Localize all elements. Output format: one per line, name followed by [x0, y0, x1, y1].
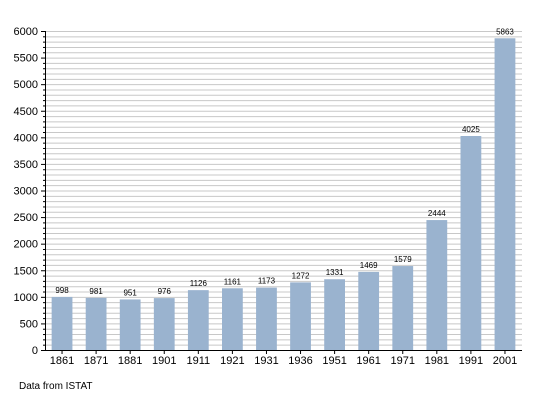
y-tick-label: 1000 [14, 292, 38, 304]
bar [85, 297, 107, 350]
y-tick-label: 2000 [14, 239, 38, 251]
x-tick-label: 1936 [288, 355, 312, 367]
y-tick-labels: 0 500 1000 1500 2000 2500 3000 3500 4000 4500 5000… [14, 26, 38, 357]
bar [187, 290, 209, 350]
bar-data-label: 1579 [394, 255, 412, 264]
bar-data-label: 4025 [462, 125, 480, 134]
bar [153, 298, 175, 350]
grid-lines [45, 31, 522, 346]
x-tick-label: 1871 [84, 355, 108, 367]
data-labels: 998 981 951 976 1126 1161 1173 1272 1331 1469 1579… [55, 27, 514, 297]
y-tick-label: 2500 [14, 212, 38, 224]
bar-data-label: 951 [123, 288, 137, 297]
y-tick-label: 0 [32, 345, 38, 357]
bar [358, 271, 380, 350]
bar [119, 299, 141, 350]
y-tick-label: 3500 [14, 159, 38, 171]
x-tick-label: 1971 [391, 355, 415, 367]
bar-data-label: 1173 [258, 277, 276, 286]
bar [460, 136, 482, 350]
x-tick-label: 1931 [254, 355, 278, 367]
bar [51, 296, 73, 350]
bar [392, 266, 414, 350]
bar-data-label: 5863 [496, 27, 514, 36]
x-tick-label: 1991 [459, 355, 483, 367]
bar [426, 220, 448, 350]
bar [290, 282, 311, 350]
bar-data-label: 998 [55, 286, 69, 295]
source-note: Data from ISTAT [19, 381, 93, 392]
bar [324, 279, 345, 350]
bar-data-label: 1126 [190, 279, 208, 288]
x-tick-label: 1881 [118, 355, 142, 367]
bar-data-label: 1272 [292, 271, 310, 280]
x-tick-label: 1901 [152, 355, 176, 367]
y-tick-label: 5500 [14, 53, 38, 65]
y-tick-label: 1500 [14, 265, 38, 277]
x-tick-label: 1911 [186, 355, 210, 367]
x-tick-labels: 1861 1871 1881 1901 1911 1921 1931 1936 1951 1961… [50, 355, 517, 367]
bar-data-label: 981 [89, 287, 103, 296]
bar [256, 287, 277, 350]
bars [51, 38, 516, 350]
bar-data-label: 1469 [360, 261, 378, 270]
x-tick-label: 1951 [322, 355, 346, 367]
bar [494, 38, 516, 350]
y-tick-label: 4000 [14, 132, 38, 144]
y-tick-label: 6000 [14, 26, 38, 38]
y-tick-label: 3000 [14, 186, 38, 198]
bar-data-label: 1161 [224, 277, 242, 286]
axes [41, 31, 522, 354]
bar-data-label: 1331 [326, 268, 344, 277]
y-tick-label: 4500 [14, 106, 38, 118]
x-tick-label: 1921 [220, 355, 244, 367]
x-tick-label: 1961 [356, 355, 380, 367]
y-tick-label: 5000 [14, 79, 38, 91]
x-tick-label: 1981 [425, 355, 449, 367]
y-tick-label: 500 [20, 318, 38, 330]
x-tick-label: 2001 [493, 355, 517, 367]
bar [222, 288, 243, 350]
bar-data-label: 2444 [428, 209, 446, 218]
x-tick-label: 1861 [50, 355, 74, 367]
bar-data-label: 976 [158, 287, 172, 296]
